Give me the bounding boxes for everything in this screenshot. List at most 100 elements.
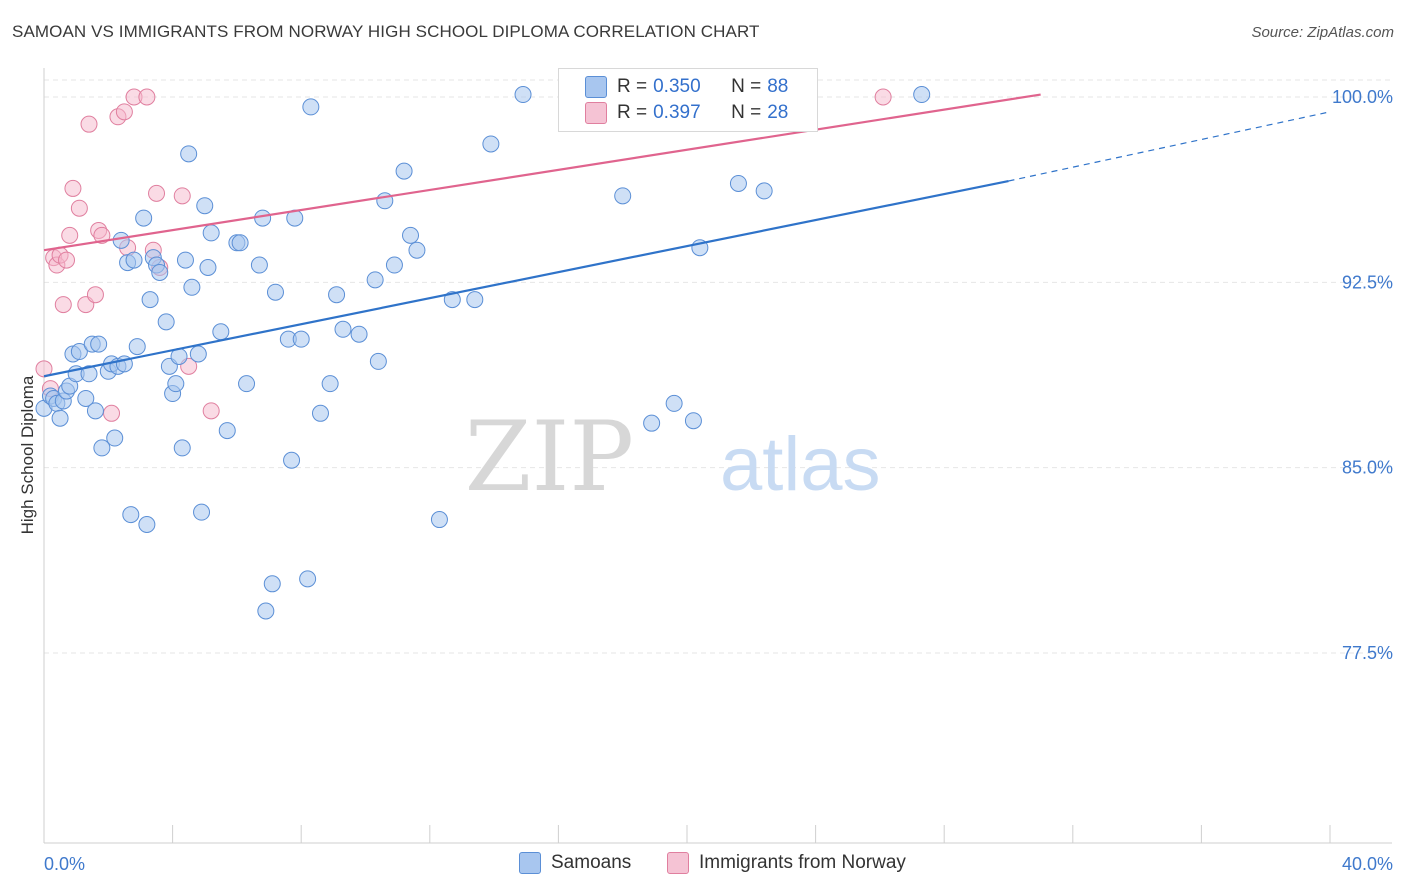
samoan-point — [93, 439, 111, 457]
samoan-point — [212, 323, 230, 341]
n-label: N = — [731, 76, 762, 97]
y-tick-label: 77.5% — [1342, 643, 1393, 663]
samoan-point — [299, 570, 317, 588]
samoan-point — [311, 404, 329, 422]
y-tick-label: 85.0% — [1342, 458, 1393, 478]
samoan-point — [106, 429, 124, 447]
samoan-point — [77, 389, 95, 407]
samoan-point — [250, 256, 268, 274]
r-value: 0.350 — [653, 76, 701, 97]
samoan-point — [138, 516, 156, 534]
samoan-point — [614, 187, 632, 205]
r-label: R = — [617, 102, 648, 123]
norway-point — [61, 226, 79, 244]
samoan-point — [193, 503, 211, 521]
samoan-point — [514, 86, 532, 104]
samoan-trendline — [43, 179, 1009, 378]
tick-labels: 77.5% 85.0% 92.5% 100.0% 0.0% 40.0% — [44, 87, 1393, 874]
samoan-point — [729, 174, 747, 192]
samoan-point — [238, 375, 256, 393]
norway-points — [35, 88, 892, 422]
samoan-point — [292, 330, 310, 348]
samoan-point — [202, 224, 220, 242]
watermark-zip: ZIP — [465, 401, 634, 513]
samoan-trendline-extension — [1008, 111, 1331, 182]
trendlines — [43, 93, 1331, 378]
legend-swatch-norway — [667, 852, 689, 874]
norway-trendline — [43, 93, 1041, 252]
samoan-point — [443, 291, 461, 309]
y-tick-label: 92.5% — [1342, 272, 1393, 292]
norway-point — [93, 226, 111, 244]
samoan-point — [408, 241, 426, 259]
samoan-point — [328, 286, 346, 304]
norway-point — [80, 115, 98, 133]
watermark: ZIP atlas — [465, 401, 881, 513]
samoan-point — [180, 145, 198, 163]
samoan-point — [199, 259, 217, 277]
samoan-point — [257, 602, 275, 620]
legend-swatch-samoans — [519, 852, 541, 874]
watermark-atlas: atlas — [720, 422, 881, 507]
x-tick-label-min: 0.0% — [44, 854, 85, 874]
samoan-point — [254, 209, 272, 227]
samoan-point — [128, 338, 146, 356]
samoan-point — [112, 231, 130, 249]
x-tick-label-max: 40.0% — [1342, 854, 1393, 874]
axes — [43, 68, 1392, 844]
stats-row-samoans: R = 0.350 N = 88 — [585, 74, 788, 100]
samoan-point — [482, 135, 500, 153]
samoan-point — [86, 402, 104, 420]
samoan-point — [90, 335, 108, 353]
legend-item-samoans[interactable]: Samoans — [519, 852, 631, 874]
samoan-point — [334, 320, 352, 338]
chart-title: SAMOAN VS IMMIGRANTS FROM NORWAY HIGH SC… — [12, 22, 760, 41]
samoan-point — [266, 283, 284, 301]
r-value: 0.397 — [653, 102, 701, 123]
norway-point — [202, 402, 220, 420]
samoan-point — [385, 256, 403, 274]
samoans-swatch — [585, 76, 607, 98]
samoan-point — [176, 251, 194, 269]
samoan-point — [755, 182, 773, 200]
samoan-point — [430, 511, 448, 529]
samoan-point — [80, 365, 98, 383]
norway-point — [35, 360, 53, 378]
n-label: N = — [731, 102, 762, 123]
samoan-point — [684, 412, 702, 430]
norway-point — [138, 88, 156, 106]
samoan-point — [218, 422, 236, 440]
samoan-point — [913, 86, 931, 104]
samoan-point — [402, 226, 420, 244]
samoan-point — [189, 345, 207, 363]
samoan-point — [366, 271, 384, 289]
samoan-point — [665, 394, 683, 412]
legend-label-norway: Immigrants from Norway — [699, 852, 906, 873]
norway-point — [54, 296, 72, 314]
norway-point — [173, 187, 191, 205]
samoan-point — [643, 414, 661, 432]
samoan-point — [466, 291, 484, 309]
y-tick-label: 100.0% — [1332, 87, 1393, 107]
samoan-point — [135, 209, 153, 227]
samoan-point — [122, 506, 140, 524]
samoan-point — [302, 98, 320, 116]
n-value: 28 — [767, 102, 789, 123]
source-credit: Source: ZipAtlas.com — [1251, 24, 1394, 41]
samoan-point — [263, 575, 281, 593]
legend-item-norway[interactable]: Immigrants from Norway — [667, 852, 906, 874]
gridlines — [44, 79, 1392, 654]
norway-point — [874, 88, 892, 106]
samoan-point — [167, 375, 185, 393]
samoan-points — [35, 86, 931, 620]
stats-legend: R = 0.350 N = 88 R = 0.397 N = 28 — [558, 68, 818, 132]
samoan-point — [350, 325, 368, 343]
samoan-point — [283, 451, 301, 469]
norway-point — [148, 184, 166, 202]
samoan-point — [369, 352, 387, 370]
samoan-point — [183, 278, 201, 296]
samoan-point — [173, 439, 191, 457]
samoan-point — [151, 263, 169, 281]
n-value: 88 — [767, 76, 789, 97]
